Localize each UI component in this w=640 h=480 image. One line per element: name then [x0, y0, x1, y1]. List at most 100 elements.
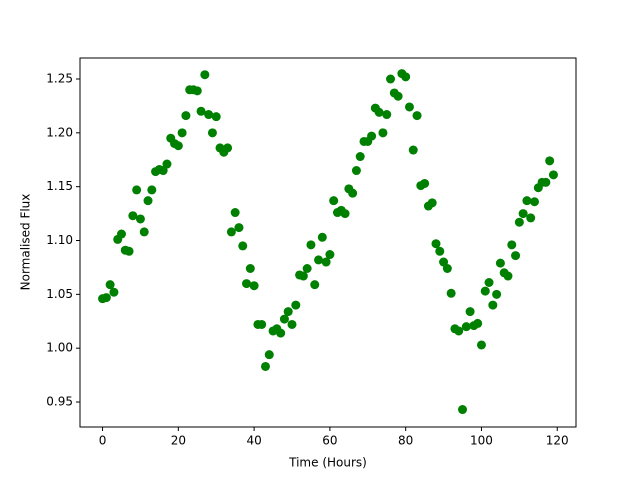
data-point: [351, 166, 361, 176]
data-point: [306, 240, 316, 250]
data-point: [495, 258, 505, 268]
data-point: [321, 257, 331, 267]
data-point: [302, 264, 312, 274]
data-point: [230, 208, 240, 218]
data-point: [249, 281, 259, 291]
data-point: [105, 280, 115, 290]
data-point: [257, 319, 267, 329]
data-point: [143, 196, 153, 206]
y-tick-label: 1.25: [46, 71, 73, 85]
data-point: [192, 86, 202, 96]
data-point: [109, 287, 119, 297]
data-point: [283, 307, 293, 317]
data-point: [234, 223, 244, 233]
data-point: [348, 188, 358, 198]
data-point: [401, 72, 411, 82]
y-axis-label: Normalised Flux: [19, 194, 33, 291]
data-point: [291, 300, 301, 310]
data-point: [207, 128, 217, 138]
data-point: [340, 209, 350, 219]
data-point: [518, 209, 528, 219]
data-point: [382, 110, 392, 120]
x-tick-label: 60: [322, 434, 337, 448]
data-point: [386, 74, 396, 84]
data-point: [310, 280, 320, 290]
data-point: [200, 70, 210, 80]
data-point: [507, 240, 517, 250]
data-point: [128, 211, 138, 221]
data-point: [276, 328, 286, 338]
x-tick-label: 40: [246, 434, 261, 448]
data-point: [196, 106, 206, 116]
data-point: [325, 250, 335, 260]
data-point: [314, 255, 324, 265]
y-tick-label: 1.05: [46, 287, 73, 301]
data-point: [458, 405, 468, 415]
data-point: [404, 102, 414, 112]
data-point: [465, 307, 475, 317]
data-point: [446, 288, 456, 298]
data-point: [412, 111, 422, 121]
data-point: [132, 185, 142, 195]
data-point: [181, 111, 191, 121]
plot-frame: [79, 57, 577, 428]
data-point: [147, 185, 157, 195]
data-point: [488, 300, 498, 310]
data-point: [223, 143, 233, 153]
data-point: [393, 91, 403, 101]
data-point: [480, 286, 490, 296]
data-point: [264, 350, 274, 360]
data-point: [461, 322, 471, 332]
data-point: [374, 107, 384, 117]
y-tick-label: 1.20: [46, 125, 73, 139]
data-point: [541, 177, 551, 187]
x-tick-label: 0: [99, 434, 107, 448]
data-point: [427, 198, 437, 208]
x-tick-label: 80: [398, 434, 413, 448]
data-point: [514, 217, 524, 227]
data-point: [492, 289, 502, 299]
data-point: [355, 152, 365, 162]
data-point: [435, 246, 445, 256]
data-point: [473, 318, 483, 328]
x-tick-label: 120: [546, 434, 569, 448]
data-point: [260, 361, 270, 371]
data-point: [245, 264, 255, 274]
data-point: [522, 196, 532, 206]
data-point: [287, 319, 297, 329]
data-point: [511, 251, 521, 261]
y-tick-label: 1.15: [46, 179, 73, 193]
data-point: [442, 264, 452, 274]
data-point: [226, 227, 236, 237]
data-point: [204, 110, 214, 120]
data-point: [139, 227, 149, 237]
data-point: [101, 293, 111, 303]
data-point: [408, 145, 418, 155]
data-point: [116, 229, 126, 239]
data-point: [238, 241, 248, 251]
data-point: [530, 197, 540, 207]
data-point: [211, 112, 221, 122]
data-point: [367, 131, 377, 141]
data-point: [124, 246, 134, 256]
data-point: [476, 340, 486, 350]
x-tick-label: 20: [171, 434, 186, 448]
data-point: [279, 314, 289, 324]
y-tick-label: 1.10: [46, 233, 73, 247]
data-point: [431, 239, 441, 249]
data-point: [173, 141, 183, 151]
data-point: [177, 128, 187, 138]
data-point: [503, 271, 513, 281]
data-point: [329, 196, 339, 206]
data-point: [484, 278, 494, 288]
data-point: [378, 128, 388, 138]
data-point: [162, 159, 172, 169]
y-tick-label: 0.95: [46, 395, 73, 409]
data-point: [135, 214, 145, 224]
data-point: [242, 279, 252, 289]
data-point: [548, 170, 558, 180]
x-axis-label: Time (Hours): [288, 456, 367, 470]
data-point: [298, 271, 308, 281]
data-point: [454, 326, 464, 336]
